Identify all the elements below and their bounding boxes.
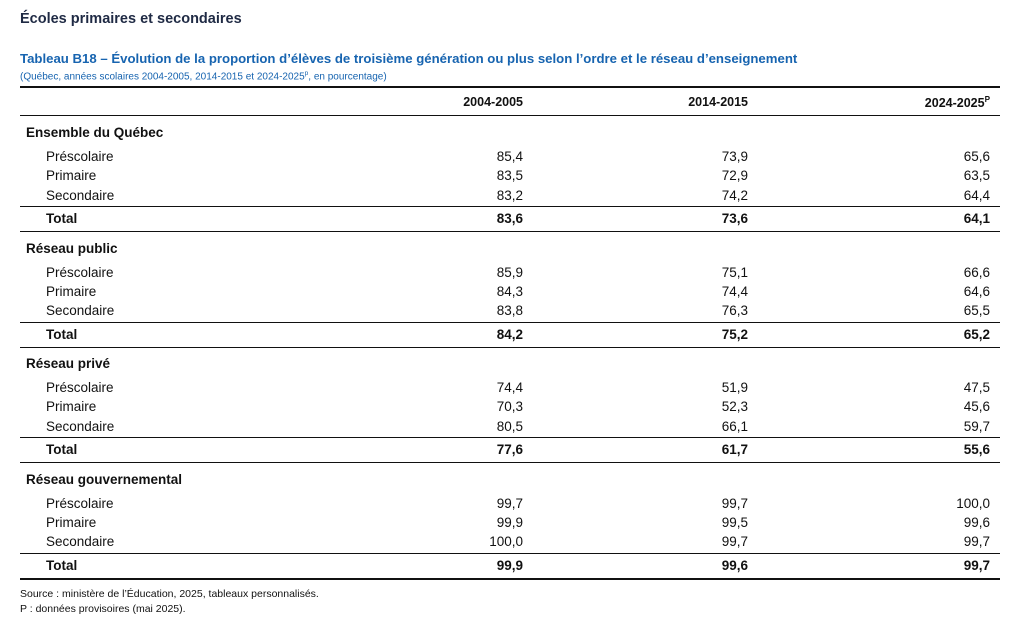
column-text: 2014-2015: [688, 95, 748, 109]
row-label: Primaire: [46, 514, 97, 530]
cell: 66,1: [721, 418, 748, 434]
rule: [20, 321, 1000, 323]
row-label: Secondaire: [46, 534, 115, 550]
total-label: Total: [46, 211, 78, 226]
cell: 99,6: [963, 514, 990, 530]
total-label: Total: [46, 442, 78, 457]
rule: [20, 346, 1000, 348]
total-cell: 61,7: [721, 442, 748, 457]
cell: 75,1: [721, 264, 748, 280]
total-cell: 99,6: [721, 557, 748, 573]
rule: [20, 462, 1000, 463]
group-header: Réseau public: [26, 240, 118, 256]
cell: 70,3: [496, 399, 523, 415]
cell: 85,9: [496, 264, 523, 280]
cell: 74,4: [721, 283, 748, 299]
row-label: Préscolaire: [46, 495, 114, 511]
group-header: Réseau gouvernemental: [26, 471, 183, 487]
rule: [20, 437, 1000, 438]
cell: 63,5: [963, 168, 990, 184]
column-sup: P: [984, 95, 990, 104]
cell: 99,7: [721, 534, 748, 550]
row-label: Primaire: [46, 168, 97, 184]
cell: 99,7: [496, 495, 523, 511]
column-header: 2004-2005: [463, 96, 523, 109]
cell: 72,9: [721, 168, 748, 184]
total-cell: 77,6: [496, 442, 523, 457]
cell: 85,4: [496, 149, 523, 164]
row-label: Primaire: [46, 283, 97, 299]
row-label: Préscolaire: [46, 264, 114, 280]
cell: 74,4: [496, 380, 523, 395]
cell: 52,3: [721, 399, 748, 415]
rule: [20, 115, 1000, 116]
total-cell: 64,1: [963, 211, 990, 226]
cell: 99,7: [721, 495, 748, 511]
cell: 83,5: [496, 168, 523, 184]
total-cell: 73,6: [721, 211, 748, 226]
group-header: Ensemble du Québec: [26, 125, 164, 140]
total-cell: 99,7: [963, 557, 990, 573]
cell: 59,7: [963, 418, 990, 434]
cell: 76,3: [721, 303, 748, 319]
total-label: Total: [46, 326, 78, 342]
cell: 84,3: [496, 283, 523, 299]
section-title: Écoles primaires et secondaires: [20, 11, 242, 27]
column-header: 2014-2015: [688, 96, 748, 109]
cell: 66,6: [963, 264, 990, 280]
cell: 64,6: [963, 283, 990, 299]
row-label: Secondaire: [46, 303, 115, 319]
column-text: 2004-2005: [463, 95, 523, 109]
total-cell: 75,2: [721, 326, 748, 342]
cell: 80,5: [496, 418, 523, 434]
total-cell: 55,6: [963, 442, 990, 457]
row-label: Secondaire: [46, 187, 115, 203]
total-cell: 99,9: [496, 557, 523, 573]
rule: [20, 231, 1000, 232]
cell: 99,5: [721, 514, 748, 530]
row-label: Préscolaire: [46, 149, 114, 164]
cell: 83,2: [496, 187, 523, 203]
cell: 73,9: [721, 149, 748, 164]
cell: 99,7: [963, 534, 990, 550]
rule: [20, 577, 1000, 580]
total-cell: 84,2: [496, 326, 523, 342]
subtitle-text: (Québec, années scolaires 2004-2005, 201…: [20, 71, 305, 83]
cell: 47,5: [963, 380, 990, 395]
total-cell: 83,6: [496, 211, 523, 226]
column-text: 2024-2025: [924, 96, 985, 111]
cell: 99,9: [496, 514, 523, 530]
total-cell: 65,2: [963, 326, 990, 342]
cell: 65,6: [963, 149, 990, 164]
cell: 100,0: [489, 534, 523, 550]
subtitle-sup: p: [304, 70, 309, 77]
rule: [20, 206, 1000, 207]
cell: 83,8: [496, 303, 523, 319]
row-label: Primaire: [46, 399, 97, 415]
table-subtitle: (Québec, années scolaires 2004-2005, 201…: [20, 70, 387, 83]
group-header: Réseau privé: [26, 356, 111, 371]
cell: 45,6: [963, 399, 990, 415]
cell: 65,5: [963, 303, 990, 319]
cell: 74,2: [721, 187, 748, 203]
column-header: 2024-2025P: [924, 95, 990, 111]
total-label: Total: [46, 557, 78, 573]
row-label: Secondaire: [46, 418, 115, 434]
source: Source : ministère de l’Éducation, 2025,…: [20, 588, 319, 600]
rule: [20, 86, 1000, 88]
cell: 64,4: [963, 187, 990, 203]
cell: 51,9: [721, 380, 748, 395]
subtitle-text: , en pourcentage): [308, 71, 387, 83]
note: P : données provisoires (mai 2025).: [20, 603, 186, 615]
cell: 100,0: [956, 495, 990, 511]
row-label: Préscolaire: [46, 380, 114, 395]
rule: [20, 552, 1000, 554]
table-title: Tableau B18 – Évolution de la proportion…: [20, 51, 798, 66]
